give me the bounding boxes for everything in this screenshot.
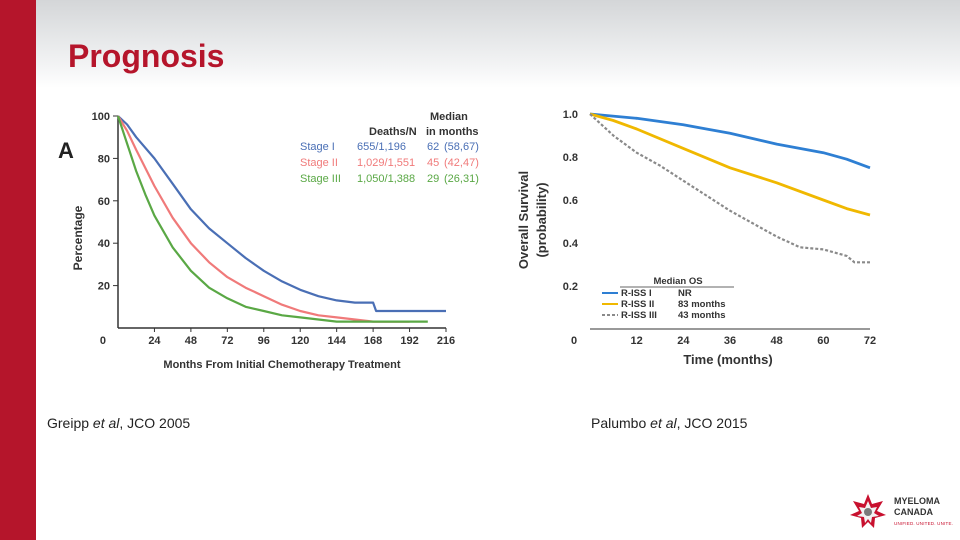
header-band: [36, 0, 960, 88]
slide-title: Prognosis: [68, 38, 225, 74]
x-tick-label: 48: [771, 335, 783, 347]
legend-median: 83 months: [678, 299, 726, 310]
x-tick-label: 96: [258, 335, 270, 347]
y-tick-label: 0.8: [563, 152, 578, 164]
x-tick-label: 72: [221, 335, 233, 347]
y-tick-label: 0.4: [563, 238, 579, 250]
legend-median: NR: [678, 288, 692, 299]
y-tick-label: 40: [98, 238, 110, 250]
greipp-survival-chart: A Percentage 20 40 60 80 100 0 24 48 72 96 120 144…: [44, 98, 488, 386]
logo-tagline: UNIFIED. UNITED. UNITE.: [894, 521, 954, 526]
legend-ci: (58,67): [444, 141, 479, 153]
legend-ci: (26,31): [444, 173, 479, 185]
series-line-stage-1: [117, 115, 446, 313]
caption-et-al: et al: [650, 415, 677, 431]
legend-title: Median OS: [653, 276, 702, 287]
y-tick-label: 100: [92, 111, 110, 123]
x-tick-label: 60: [817, 335, 829, 347]
myeloma-canada-logo: MYELOMA CANADA UNIFIED. UNITED. UNITE.: [848, 492, 956, 532]
legend-median-header-1: Median: [430, 111, 468, 123]
x-tick-label: 168: [364, 335, 382, 347]
legend-series-name: Stage I: [300, 141, 335, 153]
y-tick-label: 60: [98, 196, 110, 208]
x-tick-label: 216: [437, 335, 455, 347]
legend-median: 45: [427, 157, 439, 169]
y-axis-label-line2: (probability): [534, 182, 549, 257]
logo-line1: MYELOMA: [894, 496, 940, 506]
x-tick-label: 48: [185, 335, 197, 347]
y-tick-label: 80: [98, 153, 110, 165]
caption-palumbo: Palumbo et al, JCO 2015: [591, 415, 747, 431]
x-tick-label: 144: [327, 335, 346, 347]
legend-series-name: Stage III: [300, 173, 341, 185]
legend-median: 29: [427, 173, 439, 185]
x-tick-label: 0: [571, 335, 577, 347]
legend: Median Deaths/N in months Stage I 655/1,1…: [300, 111, 479, 185]
x-axis-label: Months From Initial Chemotherapy Treatme…: [163, 359, 400, 371]
y-axis-label-line1: Overall Survival: [516, 171, 531, 269]
series-line-stage-3: [116, 115, 428, 323]
legend-series-name: R-ISS I: [621, 288, 652, 299]
caption-author: Palumbo: [591, 415, 651, 431]
x-tick-label: 24: [677, 335, 690, 347]
x-tick-label: 12: [631, 335, 643, 347]
y-axis-label: Percentage: [71, 205, 85, 270]
y-tick-label: 0.2: [563, 281, 578, 293]
legend: Median OS R-ISS I NR R-ISS II 83 months R-IS…: [602, 276, 734, 321]
legend-series-name: R-ISS III: [621, 310, 657, 321]
x-tick-label: 192: [400, 335, 418, 347]
x-tick-label: 24: [148, 335, 161, 347]
caption-journal: , JCO 2015: [676, 415, 748, 431]
legend-median: 43 months: [678, 310, 726, 321]
x-tick-label: 120: [291, 335, 309, 347]
series-line-stage-2: [117, 115, 410, 323]
y-tick-label: 0: [100, 335, 106, 347]
legend-deaths: 1,029/1,551: [357, 157, 415, 169]
series-line-riss-1: [589, 112, 871, 170]
panel-label: A: [58, 138, 74, 163]
legend-deaths: 655/1,196: [357, 141, 406, 153]
legend-median: 62: [427, 141, 439, 153]
x-axis-label: Time (months): [683, 352, 772, 367]
caption-greipp: Greipp et al, JCO 2005: [47, 415, 190, 431]
accent-stripe: [0, 0, 36, 540]
x-tick-label: 72: [864, 335, 876, 347]
legend-median-header-2: in months: [426, 126, 479, 138]
y-tick-label: 1.0: [563, 109, 578, 121]
series-line-riss-2: [589, 112, 871, 217]
palumbo-survival-chart: Overall Survival (probability) 0.2 0.4 0.6…: [506, 96, 884, 378]
legend-deaths: 1,050/1,388: [357, 173, 415, 185]
x-tick-label: 36: [724, 335, 736, 347]
legend-deaths-header: Deaths/N: [369, 126, 417, 138]
legend-series-name: Stage II: [300, 157, 338, 169]
y-tick-label: 20: [98, 281, 110, 293]
logo-line2: CANADA: [894, 507, 933, 517]
legend-ci: (42,47): [444, 157, 479, 169]
caption-et-al: et al: [92, 415, 120, 431]
caption-journal: , JCO 2005: [119, 415, 191, 431]
series-line-riss-3: [589, 113, 870, 264]
legend-series-name: R-ISS II: [621, 299, 654, 310]
maple-leaf-icon: [850, 494, 886, 528]
logo-wordmark: MYELOMA CANADA: [894, 496, 940, 518]
caption-author: Greipp: [47, 415, 93, 431]
y-tick-label: 0.6: [563, 195, 578, 207]
